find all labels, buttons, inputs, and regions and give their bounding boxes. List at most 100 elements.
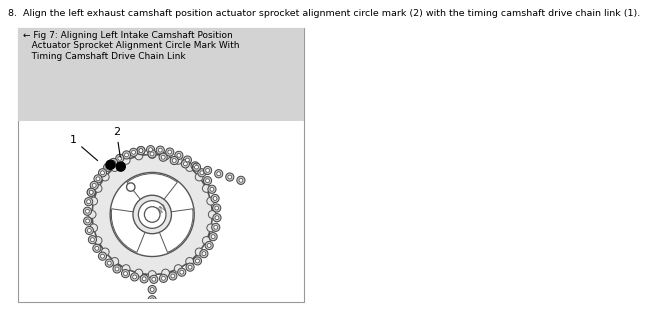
Circle shape xyxy=(122,156,130,164)
Circle shape xyxy=(228,175,232,179)
Circle shape xyxy=(198,169,206,177)
Circle shape xyxy=(109,158,118,167)
Circle shape xyxy=(213,214,221,222)
Circle shape xyxy=(116,162,125,171)
Circle shape xyxy=(150,152,154,156)
Circle shape xyxy=(181,160,189,168)
Circle shape xyxy=(106,160,115,169)
Circle shape xyxy=(159,153,167,161)
Circle shape xyxy=(103,163,112,171)
Circle shape xyxy=(142,277,146,281)
Circle shape xyxy=(86,200,90,204)
Circle shape xyxy=(94,237,102,244)
Circle shape xyxy=(186,258,194,265)
Circle shape xyxy=(116,154,124,162)
Circle shape xyxy=(194,165,198,169)
Circle shape xyxy=(148,285,156,294)
Circle shape xyxy=(211,235,215,239)
Circle shape xyxy=(90,181,98,189)
Circle shape xyxy=(208,185,216,193)
Circle shape xyxy=(87,188,96,196)
Circle shape xyxy=(111,164,119,171)
Circle shape xyxy=(135,152,143,160)
Circle shape xyxy=(170,156,178,165)
Circle shape xyxy=(89,190,93,194)
Circle shape xyxy=(188,265,192,269)
Circle shape xyxy=(177,153,181,157)
Circle shape xyxy=(101,254,105,258)
Circle shape xyxy=(175,151,183,160)
Circle shape xyxy=(209,233,217,241)
Circle shape xyxy=(87,229,91,232)
Circle shape xyxy=(214,206,218,210)
Circle shape xyxy=(132,151,135,154)
Circle shape xyxy=(226,173,234,181)
Text: 1: 1 xyxy=(70,135,98,160)
Circle shape xyxy=(166,148,174,156)
Circle shape xyxy=(148,151,156,158)
Circle shape xyxy=(202,237,210,244)
Circle shape xyxy=(122,151,131,159)
Circle shape xyxy=(200,171,204,175)
Circle shape xyxy=(88,236,96,244)
Circle shape xyxy=(98,169,107,177)
Circle shape xyxy=(180,270,184,274)
Circle shape xyxy=(118,156,122,160)
Circle shape xyxy=(203,177,212,185)
Circle shape xyxy=(146,146,155,154)
Circle shape xyxy=(148,296,156,304)
Circle shape xyxy=(85,226,94,234)
Circle shape xyxy=(156,146,164,154)
Circle shape xyxy=(106,165,110,169)
Circle shape xyxy=(127,183,135,191)
Circle shape xyxy=(159,148,162,152)
Circle shape xyxy=(140,275,148,283)
Circle shape xyxy=(194,257,202,265)
Circle shape xyxy=(101,171,105,175)
Circle shape xyxy=(110,172,194,257)
Circle shape xyxy=(83,207,92,215)
Circle shape xyxy=(186,263,194,271)
Circle shape xyxy=(87,188,96,196)
Circle shape xyxy=(131,273,138,281)
Circle shape xyxy=(92,155,213,275)
Circle shape xyxy=(196,259,200,263)
Circle shape xyxy=(139,149,143,152)
Circle shape xyxy=(88,211,96,218)
Circle shape xyxy=(150,288,154,291)
Circle shape xyxy=(214,225,218,229)
Circle shape xyxy=(209,211,216,218)
Circle shape xyxy=(185,158,189,162)
Text: IN: IN xyxy=(157,203,170,216)
Circle shape xyxy=(161,155,165,159)
Circle shape xyxy=(86,219,90,223)
Circle shape xyxy=(183,162,187,166)
Circle shape xyxy=(122,270,129,278)
Circle shape xyxy=(213,204,221,212)
Circle shape xyxy=(139,149,143,152)
Circle shape xyxy=(122,265,130,272)
Circle shape xyxy=(150,298,154,302)
Circle shape xyxy=(113,265,121,273)
Circle shape xyxy=(124,272,127,276)
Circle shape xyxy=(211,194,219,202)
Circle shape xyxy=(183,156,192,164)
Circle shape xyxy=(148,271,156,278)
Circle shape xyxy=(193,164,197,168)
Circle shape xyxy=(92,183,96,187)
Circle shape xyxy=(172,159,176,162)
Wedge shape xyxy=(152,209,193,252)
Circle shape xyxy=(162,152,170,160)
Circle shape xyxy=(135,269,143,277)
Circle shape xyxy=(168,150,172,154)
Circle shape xyxy=(90,197,97,205)
Circle shape xyxy=(217,172,220,176)
Circle shape xyxy=(101,173,109,181)
Circle shape xyxy=(133,275,136,279)
Circle shape xyxy=(191,162,199,170)
Circle shape xyxy=(214,169,223,178)
Circle shape xyxy=(138,201,166,228)
Circle shape xyxy=(96,177,100,181)
Circle shape xyxy=(215,216,219,220)
Circle shape xyxy=(205,169,209,172)
